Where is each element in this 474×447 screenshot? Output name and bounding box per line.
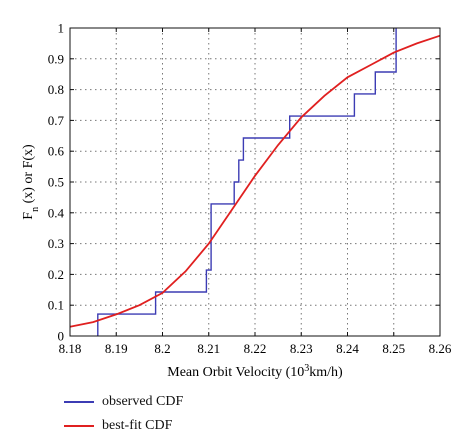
plot-frame xyxy=(69,27,441,337)
x-tick-label: 8.21 xyxy=(197,341,220,356)
y-tick-label: 0 xyxy=(58,329,65,344)
x-tick-label: 8.23 xyxy=(290,341,313,356)
y-tick-label: 0.1 xyxy=(48,298,64,313)
x-tick-label: 8.26 xyxy=(429,341,452,356)
y-tick-label: 0.9 xyxy=(48,51,64,66)
ticks: 8.18 8.19 8.2 8.21 8.22 8.23 8.24 8.25 8.26 0 0.1 0… xyxy=(48,21,452,357)
legend-label-bestfit: best-fit CDF xyxy=(102,418,173,433)
x-tick-label: 8.22 xyxy=(244,341,267,356)
best-fit-cdf-line xyxy=(69,34,441,328)
y-tick-label: 0.2 xyxy=(48,267,64,282)
x-tick-label: 8.25 xyxy=(382,341,405,356)
y-tick-label: 0.5 xyxy=(48,175,64,190)
x-tick-label: 8.2 xyxy=(154,341,170,356)
y-tick-label: 0.3 xyxy=(48,236,64,251)
legend-label-observed: observed CDF xyxy=(102,394,184,409)
y-tick-label: 0.7 xyxy=(48,113,65,128)
legend-item-bestfit: best-fit CDF xyxy=(64,417,172,435)
y-tick-label: 0.4 xyxy=(48,205,65,220)
grid xyxy=(70,28,440,336)
legend-item-observed: observed CDF xyxy=(64,393,183,411)
series-layer xyxy=(69,28,441,336)
y-tick-label: 1 xyxy=(58,21,65,36)
x-tick-label: 8.24 xyxy=(336,341,359,356)
x-axis-label: Mean Orbit Velocity (103km/h) xyxy=(167,363,343,381)
legend-swatch-bestfit xyxy=(64,425,94,427)
y-axis-label-sub: n xyxy=(30,207,41,212)
legend: observed CDF best-fit CDF xyxy=(64,393,264,443)
observed-cdf-line xyxy=(97,28,397,336)
x-tick-label: 8.19 xyxy=(105,341,128,356)
legend-swatch-observed xyxy=(64,401,94,403)
y-tick-label: 0.6 xyxy=(48,144,65,159)
y-axis-label: Fn (x) or F(x) xyxy=(21,144,41,220)
x-tick-label: 8.18 xyxy=(59,341,82,356)
x-axis-label-sup: 3 xyxy=(304,363,309,374)
y-tick-label: 0.8 xyxy=(48,82,64,97)
